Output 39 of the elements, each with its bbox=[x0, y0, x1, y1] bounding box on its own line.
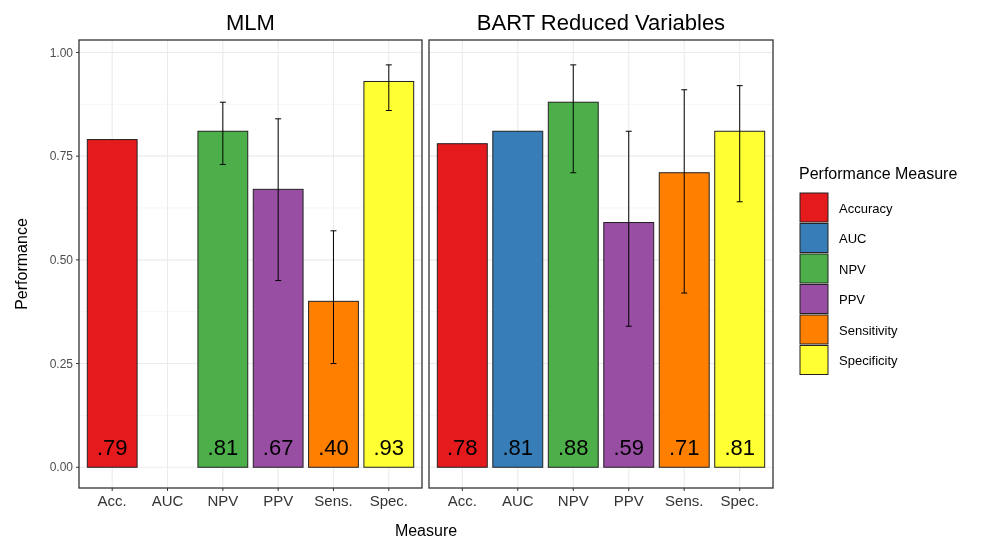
data-label: .67 bbox=[262, 435, 294, 461]
data-label: .81 bbox=[207, 435, 239, 461]
legend-label: Sensitivity bbox=[839, 322, 899, 338]
x-axis-title: Measure bbox=[394, 522, 458, 539]
x-tick-label: Acc. bbox=[447, 492, 477, 509]
data-label: .81 bbox=[724, 435, 756, 461]
x-tick-label: NPV bbox=[557, 492, 589, 509]
chart-title: MLM bbox=[226, 10, 275, 35]
x-tick-label: Sens. bbox=[314, 492, 353, 509]
legend-label: PPV bbox=[839, 292, 866, 308]
data-label: .59 bbox=[613, 435, 645, 461]
chart-title: BART Reduced Variables bbox=[476, 10, 726, 35]
data-label: .71 bbox=[668, 435, 700, 461]
x-tick-label: Spec. bbox=[720, 492, 759, 509]
y-tick-label: 0.50 bbox=[49, 253, 74, 268]
x-tick-label: PPV bbox=[613, 492, 644, 509]
y-axis-title: Performance bbox=[13, 218, 30, 310]
x-tick-label: Acc. bbox=[97, 492, 127, 509]
x-tick-label: AUC bbox=[151, 492, 184, 509]
data-label: .93 bbox=[373, 435, 405, 461]
data-label: .88 bbox=[557, 435, 589, 461]
data-label: .78 bbox=[446, 435, 478, 461]
y-tick-label: 1.00 bbox=[49, 45, 74, 60]
data-label: .81 bbox=[502, 435, 534, 461]
legend-label: AUC bbox=[839, 231, 867, 247]
legend-label: Accuracy bbox=[839, 200, 893, 216]
y-tick-label: 0.25 bbox=[49, 356, 74, 371]
x-tick-label: Spec. bbox=[369, 492, 408, 509]
legend-label: NPV bbox=[839, 261, 867, 277]
x-tick-label: PPV bbox=[263, 492, 294, 509]
y-tick-label: 0.75 bbox=[49, 149, 74, 164]
legend-title: Performance Measure bbox=[799, 165, 958, 182]
x-tick-label: Sens. bbox=[665, 492, 704, 509]
x-tick-label: NPV bbox=[207, 492, 239, 509]
data-label: .40 bbox=[318, 435, 349, 461]
legend-label: Specificity bbox=[839, 353, 899, 369]
y-tick-label: 0.00 bbox=[49, 460, 74, 475]
data-label: .79 bbox=[96, 435, 128, 461]
x-tick-label: AUC bbox=[501, 492, 534, 509]
